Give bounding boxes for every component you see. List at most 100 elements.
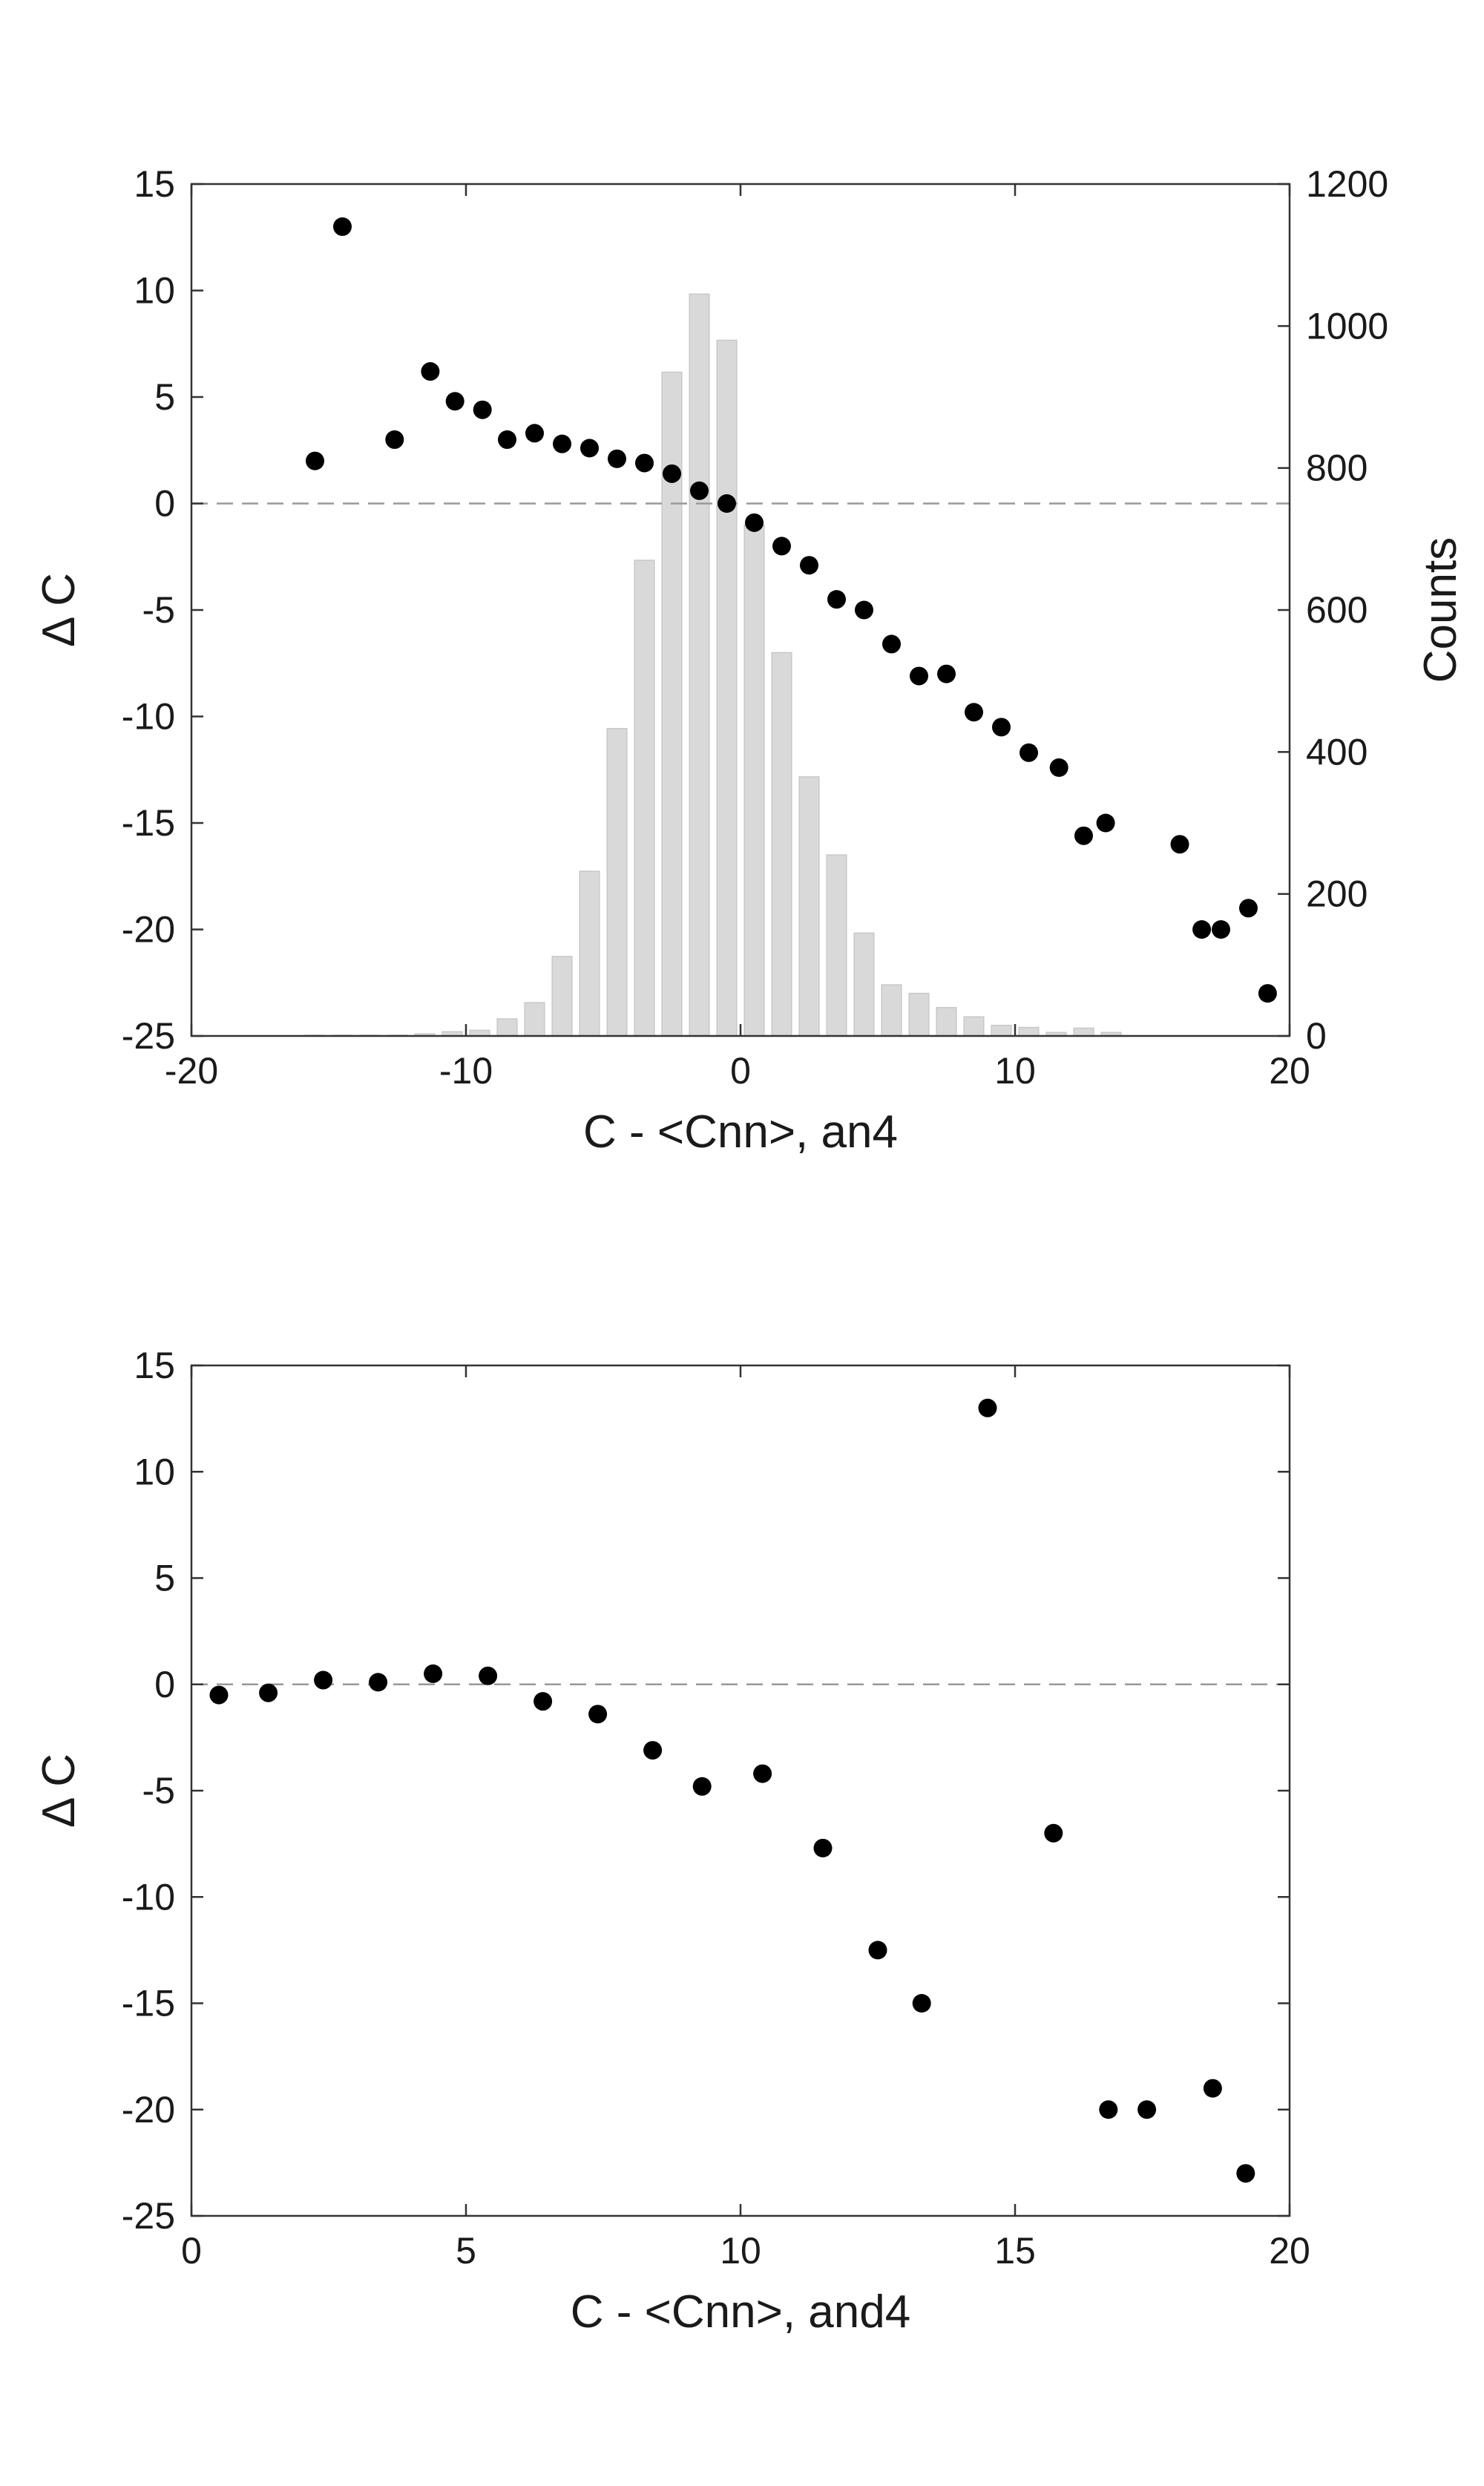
- data-point: [912, 1994, 931, 2013]
- y-tick-label: 10: [134, 1451, 175, 1492]
- y-axis-label: Δ C: [33, 1754, 85, 1828]
- y2-tick-label: 400: [1306, 731, 1368, 773]
- histogram-bar: [798, 776, 820, 1037]
- data-point: [1236, 2164, 1255, 2183]
- x-axis-label: C - <Cnn>, and4: [571, 2286, 910, 2338]
- histogram-bar: [634, 560, 655, 1037]
- y-tick-label: -25: [122, 1015, 175, 1057]
- data-points: [306, 217, 1277, 1003]
- x-tick-label: 10: [720, 2230, 761, 2272]
- chart-bottom: 0 5 10 15 20 15 10 5 0 -5 -10 -15 -20 -25 C - <Cnn>, …: [33, 1345, 1310, 2338]
- x-tick-label: 20: [1269, 1050, 1310, 1092]
- data-point: [1096, 813, 1115, 833]
- data-point: [473, 400, 492, 419]
- data-point: [635, 453, 654, 473]
- histogram-bar: [606, 728, 628, 1037]
- data-point: [306, 451, 324, 470]
- data-point: [1258, 984, 1277, 1003]
- data-point: [855, 600, 873, 620]
- y-tick-label: -20: [122, 909, 175, 951]
- histogram-bar: [689, 293, 710, 1037]
- data-point: [772, 537, 791, 556]
- data-point: [813, 1838, 833, 1857]
- y-axis-label: Δ C: [33, 573, 85, 647]
- y-tick-label: -5: [142, 1770, 175, 1811]
- histogram-bar: [1073, 1027, 1094, 1037]
- data-point: [1137, 2100, 1157, 2119]
- x-tick-label: 0: [730, 1050, 751, 1092]
- data-point: [882, 634, 901, 654]
- axis-ticks: -20 -10 0 10 20151050-5-10-15-20-25120010008…: [122, 163, 1389, 1092]
- data-point: [588, 1705, 608, 1724]
- data-point: [1192, 920, 1212, 939]
- data-point: [1099, 2100, 1118, 2119]
- data-point: [1170, 835, 1189, 854]
- data-point: [827, 590, 846, 609]
- y2-axis-label: Counts: [1415, 537, 1466, 683]
- x-tick-label: 10: [994, 1050, 1036, 1092]
- data-point: [690, 481, 709, 500]
- histogram-bar: [743, 524, 765, 1037]
- data-point: [553, 434, 571, 453]
- histogram-bar: [963, 1016, 985, 1037]
- x-tick-label: 0: [181, 2230, 202, 2272]
- y-tick-label: -25: [122, 2195, 175, 2237]
- data-point: [479, 1666, 498, 1685]
- data-point: [692, 1777, 712, 1796]
- histogram-bar: [991, 1024, 1012, 1037]
- histogram-bar: [524, 1002, 545, 1037]
- data-point: [385, 430, 404, 449]
- data-point: [209, 1685, 229, 1705]
- y-tick-label: 0: [154, 483, 175, 525]
- y-tick-label: 5: [154, 1558, 175, 1599]
- data-point: [369, 1673, 388, 1692]
- data-point: [333, 217, 352, 236]
- data-point: [1020, 743, 1038, 762]
- y2-tick-label: 0: [1306, 1015, 1327, 1057]
- data-point: [663, 464, 681, 483]
- data-point: [753, 1764, 772, 1783]
- data-point: [580, 439, 599, 458]
- histogram-bar: [881, 984, 902, 1037]
- data-point: [965, 703, 983, 722]
- x-tick-label: -10: [439, 1050, 493, 1092]
- histogram-bar: [826, 854, 847, 1037]
- y-tick-label: -10: [122, 1876, 175, 1918]
- y-tick-label: -15: [122, 1983, 175, 2024]
- data-point: [745, 513, 764, 532]
- histogram-bars: [304, 293, 1122, 1037]
- x-tick-label: -20: [165, 1050, 218, 1092]
- y-tick-label: 15: [134, 1345, 175, 1386]
- histogram-bar: [579, 870, 600, 1037]
- y2-tick-label: 200: [1306, 873, 1368, 915]
- data-point: [992, 718, 1011, 737]
- data-point: [868, 1941, 887, 1960]
- histogram-bar: [771, 652, 792, 1037]
- data-point: [525, 424, 544, 443]
- data-point: [424, 1664, 443, 1683]
- histogram-bar: [496, 1018, 518, 1037]
- histogram-bar: [908, 992, 930, 1037]
- x-tick-label: 20: [1269, 2230, 1310, 2272]
- y-tick-label: -15: [122, 802, 175, 844]
- histogram-bar: [853, 932, 875, 1037]
- x-axis-label: C - <Cnn>, an4: [583, 1106, 898, 1158]
- data-point: [1239, 899, 1258, 918]
- data-point: [978, 1398, 997, 1417]
- y-tick-label: 15: [134, 163, 175, 205]
- histogram-bar: [936, 1006, 957, 1037]
- histogram-bar: [1018, 1026, 1040, 1037]
- x-tick-label: 5: [456, 2230, 476, 2272]
- y-tick-label: -20: [122, 2089, 175, 2131]
- y2-tick-label: 800: [1306, 447, 1368, 489]
- y-tick-label: 5: [154, 376, 175, 418]
- data-point: [421, 362, 440, 381]
- y-tick-label: 0: [154, 1664, 175, 1705]
- data-point: [718, 494, 736, 513]
- chart-top: -20 -10 0 10 20151050-5-10-15-20-25120010008…: [33, 163, 1466, 1158]
- data-points: [209, 1398, 1255, 2183]
- data-point: [1049, 758, 1068, 777]
- histogram-bar: [551, 956, 573, 1037]
